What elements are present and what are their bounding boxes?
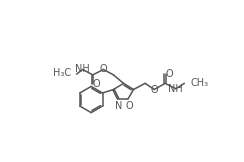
Text: O: O xyxy=(165,69,173,79)
Text: O: O xyxy=(100,64,107,75)
Text: O: O xyxy=(93,79,100,89)
Text: O: O xyxy=(151,85,158,94)
Text: O: O xyxy=(125,101,133,111)
Text: CH₃: CH₃ xyxy=(191,78,209,88)
Text: H₃C: H₃C xyxy=(53,68,71,78)
Text: NH: NH xyxy=(169,84,183,94)
Text: NH: NH xyxy=(75,64,90,75)
Text: N: N xyxy=(115,101,122,111)
